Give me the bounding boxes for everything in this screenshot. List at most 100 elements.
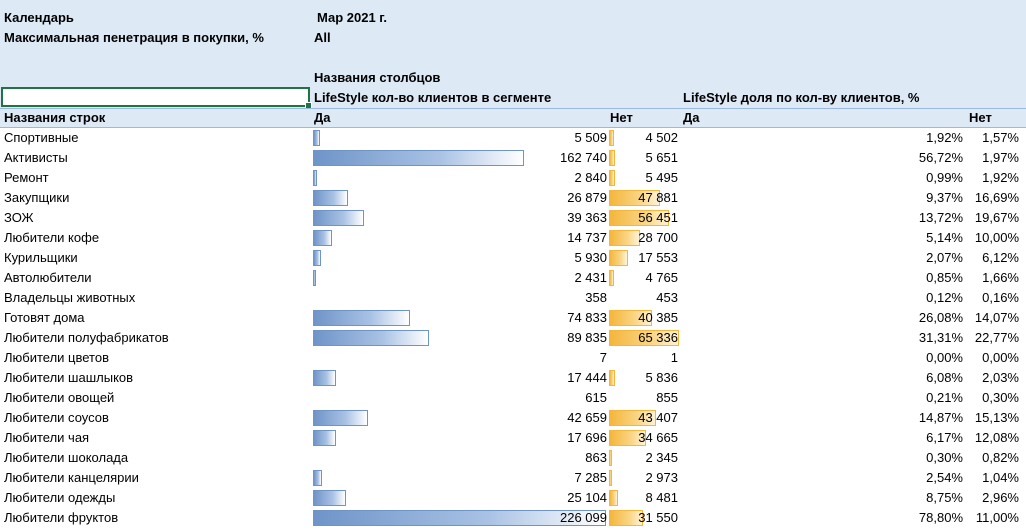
no-share-cell[interactable]: 1,92%	[982, 170, 1019, 185]
no-share-cell[interactable]: 14,07%	[974, 310, 1019, 325]
yes-share-cell[interactable]: 9,37%	[926, 190, 963, 205]
table-row[interactable]: Активисты 162 740 5 651 56,72% 1,97%	[0, 148, 1026, 168]
yes-count-cell[interactable]: 5 509	[574, 130, 607, 145]
yes-share-cell[interactable]: 0,00%	[926, 350, 963, 365]
yes-share-cell[interactable]: 0,21%	[926, 390, 963, 405]
row-labels-header[interactable]: Названия строк	[4, 110, 106, 125]
yes-share-cell[interactable]: 56,72%	[918, 150, 963, 165]
table-row[interactable]: Курильщики 5 930 17 553 2,07% 6,12%	[0, 248, 1026, 268]
table-row[interactable]: Любители кофе 14 737 28 700 5,14% 10,00%	[0, 228, 1026, 248]
yes-share-cell[interactable]: 1,92%	[926, 130, 963, 145]
penetration-filter-value[interactable]: All	[314, 30, 331, 45]
yes-count-cell[interactable]: 17 444	[567, 370, 607, 385]
no-share-cell[interactable]: 2,03%	[982, 370, 1019, 385]
yes-count-cell[interactable]: 26 879	[567, 190, 607, 205]
selected-cell[interactable]	[1, 87, 312, 109]
yes-count-cell[interactable]: 14 737	[567, 230, 607, 245]
no-share-cell[interactable]: 0,00%	[982, 350, 1019, 365]
calendar-filter-value[interactable]: Мар 2021 г.	[317, 10, 388, 25]
yes-count-cell[interactable]: 162 740	[560, 150, 607, 165]
table-row[interactable]: Любители шашлыков 17 444 5 836 6,08% 2,03%	[0, 368, 1026, 388]
yes-share-cell[interactable]: 78,80%	[918, 510, 963, 525]
table-row[interactable]: Любители овощей 615 855 0,21% 0,30%	[0, 388, 1026, 408]
table-row[interactable]: Любители цветов 7 1 0,00% 0,00%	[0, 348, 1026, 368]
no-count-cell[interactable]: 56 451	[638, 210, 678, 225]
no-share-cell[interactable]: 0,16%	[982, 290, 1019, 305]
yes-count-cell[interactable]: 2 431	[574, 270, 607, 285]
yes-share-cell[interactable]: 14,87%	[918, 410, 963, 425]
no-count-cell[interactable]: 453	[656, 290, 678, 305]
no-count-cell[interactable]: 65 336	[638, 330, 678, 345]
table-row[interactable]: Любители соусов 42 659 43 407 14,87% 15,13%	[0, 408, 1026, 428]
no-count-cell[interactable]: 2 973	[645, 470, 678, 485]
table-row[interactable]: Любители шоколада 863 2 345 0,30% 0,82%	[0, 448, 1026, 468]
no-share-cell[interactable]: 22,77%	[974, 330, 1019, 345]
no-share-cell[interactable]: 15,13%	[974, 410, 1019, 425]
yes-share-cell[interactable]: 0,12%	[926, 290, 963, 305]
yes-share-cell[interactable]: 6,17%	[926, 430, 963, 445]
yes-count-cell[interactable]: 226 099	[560, 510, 607, 525]
no-count-cell[interactable]: 4 502	[645, 130, 678, 145]
no-share-cell[interactable]: 1,97%	[982, 150, 1019, 165]
column-labels-header[interactable]: Названия столбцов	[314, 70, 441, 85]
no-count-cell[interactable]: 4 765	[645, 270, 678, 285]
yes-count-cell[interactable]: 42 659	[567, 410, 607, 425]
yes-share-cell[interactable]: 0,85%	[926, 270, 963, 285]
no-count-cell[interactable]: 5 836	[645, 370, 678, 385]
yes-share-cell[interactable]: 31,31%	[918, 330, 963, 345]
no-share-cell[interactable]: 11,00%	[975, 510, 1019, 525]
yes-count-cell[interactable]: 25 104	[567, 490, 607, 505]
yes-share-cell[interactable]: 13,72%	[918, 210, 963, 225]
yes-share-cell[interactable]: 2,54%	[926, 470, 963, 485]
table-row[interactable]: Спортивные 5 509 4 502 1,92% 1,57%	[0, 128, 1026, 148]
yes-count-cell[interactable]: 17 696	[567, 430, 607, 445]
no-share-cell[interactable]: 1,04%	[982, 470, 1019, 485]
no-count-cell[interactable]: 8 481	[645, 490, 678, 505]
yes-share-cell[interactable]: 8,75%	[926, 490, 963, 505]
no-share-cell[interactable]: 12,08%	[974, 430, 1019, 445]
no-count-cell[interactable]: 17 553	[638, 250, 678, 265]
no-count-cell[interactable]: 5 495	[645, 170, 678, 185]
table-row[interactable]: Любители фруктов 226 099 31 550 78,80% 11,00…	[0, 508, 1026, 528]
yes-count-cell[interactable]: 7	[599, 350, 607, 365]
no-share-cell[interactable]: 2,96%	[982, 490, 1019, 505]
no-count-cell[interactable]: 28 700	[638, 230, 678, 245]
table-row[interactable]: Закупщики 26 879 47 881 9,37% 16,69%	[0, 188, 1026, 208]
no-share-cell[interactable]: 10,00%	[974, 230, 1019, 245]
no-count-cell[interactable]: 40 385	[638, 310, 678, 325]
no-share-cell[interactable]: 0,82%	[982, 450, 1019, 465]
no-share-cell[interactable]: 19,67%	[974, 210, 1019, 225]
no-count-cell[interactable]: 2 345	[645, 450, 678, 465]
no-share-cell[interactable]: 1,57%	[982, 130, 1019, 145]
table-row[interactable]: Любители полуфабрикатов 89 835 65 336 31,31…	[0, 328, 1026, 348]
no-count-cell[interactable]: 34 665	[638, 430, 678, 445]
no-count-cell[interactable]: 47 881	[638, 190, 678, 205]
table-row[interactable]: Готовят дома 74 833 40 385 26,08% 14,07%	[0, 308, 1026, 328]
no-count-cell[interactable]: 5 651	[645, 150, 678, 165]
yes-count-cell[interactable]: 7 285	[574, 470, 607, 485]
yes-count-cell[interactable]: 358	[585, 290, 607, 305]
no-count-cell[interactable]: 43 407	[638, 410, 678, 425]
no-share-cell[interactable]: 0,30%	[982, 390, 1019, 405]
yes-count-cell[interactable]: 89 835	[567, 330, 607, 345]
table-row[interactable]: Любители чая 17 696 34 665 6,17% 12,08%	[0, 428, 1026, 448]
yes-share-cell[interactable]: 26,08%	[918, 310, 963, 325]
no-count-cell[interactable]: 31 550	[638, 510, 678, 525]
yes-count-cell[interactable]: 39 363	[567, 210, 607, 225]
yes-share-cell[interactable]: 5,14%	[926, 230, 963, 245]
yes-share-cell[interactable]: 0,30%	[926, 450, 963, 465]
yes-count-cell[interactable]: 863	[585, 450, 607, 465]
table-row[interactable]: ЗОЖ 39 363 56 451 13,72% 19,67%	[0, 208, 1026, 228]
table-row[interactable]: Ремонт 2 840 5 495 0,99% 1,92%	[0, 168, 1026, 188]
table-row[interactable]: Любители канцелярии 7 285 2 973 2,54% 1,04%	[0, 468, 1026, 488]
no-share-cell[interactable]: 6,12%	[982, 250, 1019, 265]
table-row[interactable]: Любители одежды 25 104 8 481 8,75% 2,96%	[0, 488, 1026, 508]
yes-count-cell[interactable]: 615	[585, 390, 607, 405]
yes-count-cell[interactable]: 5 930	[574, 250, 607, 265]
table-row[interactable]: Автолюбители 2 431 4 765 0,85% 1,66%	[0, 268, 1026, 288]
yes-share-cell[interactable]: 0,99%	[926, 170, 963, 185]
yes-share-cell[interactable]: 2,07%	[926, 250, 963, 265]
yes-share-cell[interactable]: 6,08%	[926, 370, 963, 385]
no-count-cell[interactable]: 1	[670, 350, 678, 365]
yes-count-cell[interactable]: 2 840	[574, 170, 607, 185]
